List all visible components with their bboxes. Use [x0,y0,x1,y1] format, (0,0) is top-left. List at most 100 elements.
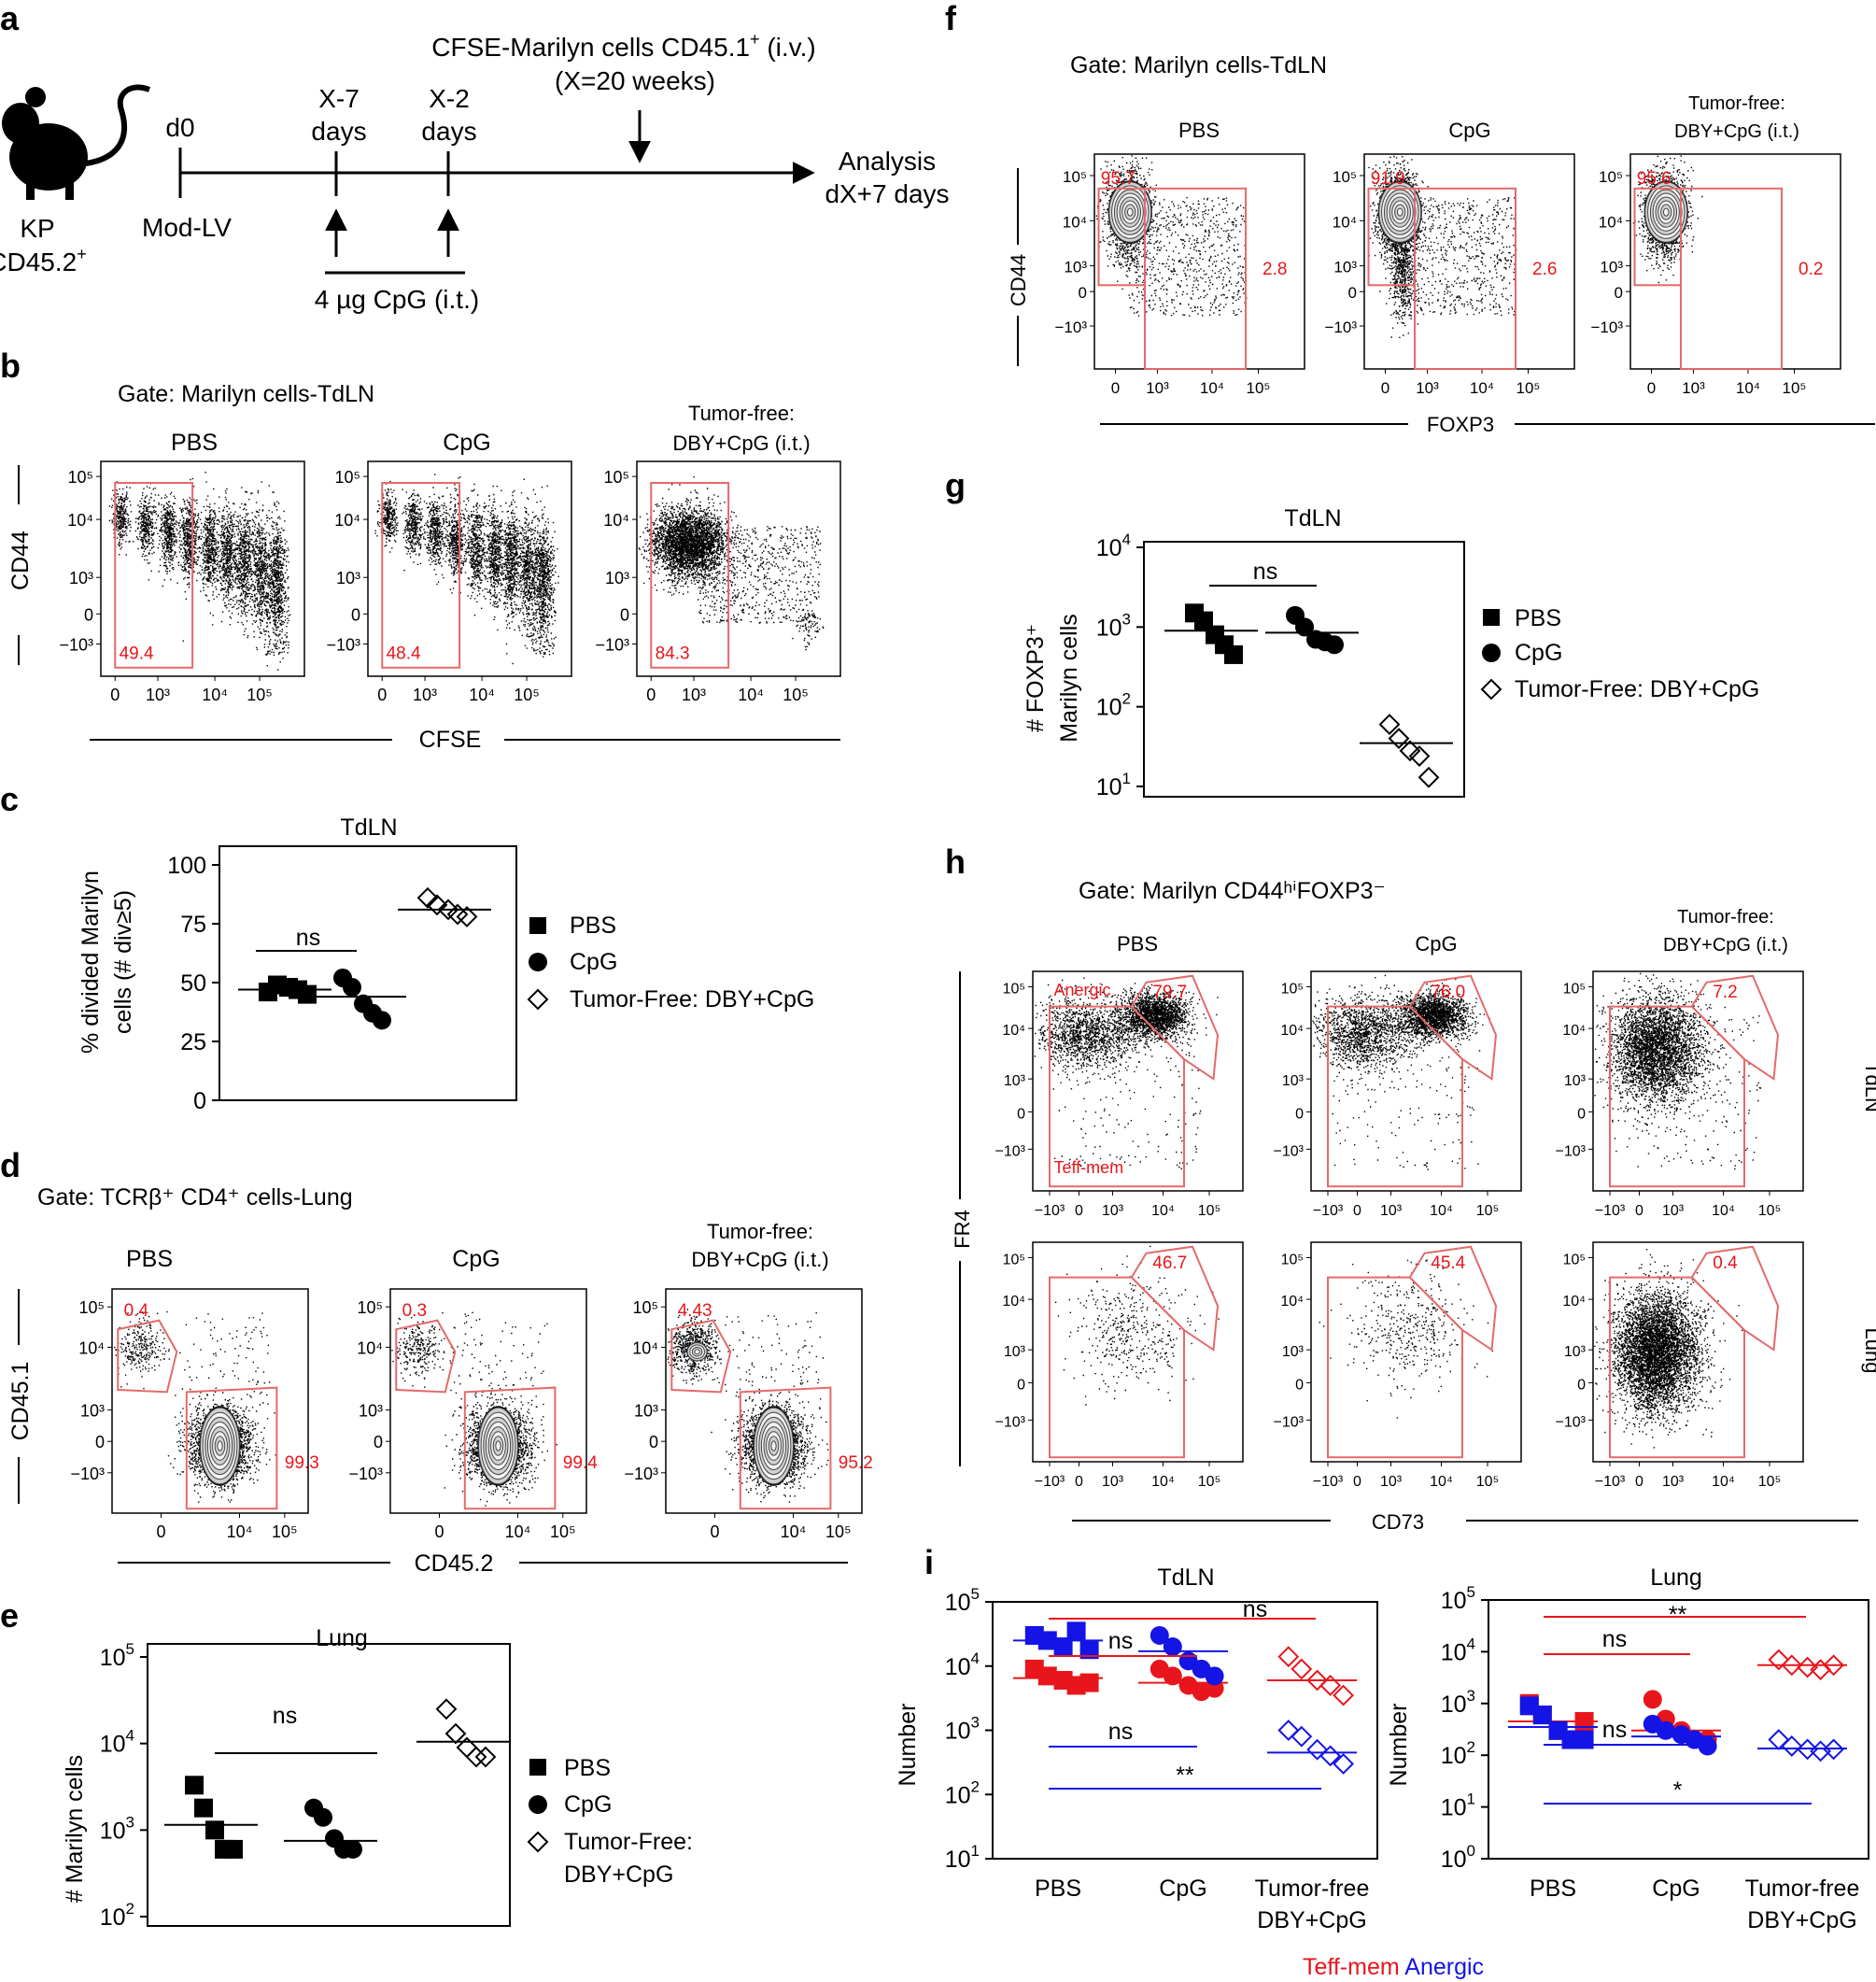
y-tick-exponent: 3 [1122,610,1131,628]
x-category-label: DBY+CpG [1257,1907,1366,1933]
x-tick-label: 10⁴ [1712,1203,1735,1219]
c-ylabel-line1: % divided Marilyn [78,871,104,1054]
panel-d-flow: Gate: TCRβ⁺ CD4⁺ cells-Lung PBS CpG Tumo… [7,1184,873,1577]
x-tick-label: 10³ [1102,1203,1124,1219]
plot-frame [1310,1241,1522,1463]
y-tick-label: 10⁵ [1599,168,1623,186]
data-point [344,1839,362,1859]
f-group-tf-line2: DBY+CpG (i.t.) [1674,121,1799,142]
b-ylabel: CD44 [7,531,34,590]
i-chart-tdln: 101 102 103 104 105 ns ns ns ** PBS CpG Tumor-free D… [945,1585,1378,1933]
x2-label-line2: days [421,117,476,146]
y-tick-label: 103 [100,1813,134,1844]
legend-square-icon [1483,609,1500,626]
h-group-cpg: CpG [1415,932,1457,956]
gate-percent-anergic: 79.7 [1152,983,1187,1002]
y-tick-label: −10³ [59,636,93,655]
data-point [1277,1720,1300,1741]
gate-percent-lower: 95.2 [839,1453,873,1473]
y-tick-label: 10⁴ [67,511,93,530]
gate-percent-lower: 99.4 [563,1453,598,1473]
x-tick-label: 10⁵ [1247,379,1271,397]
gate-cd45-2 [463,1386,557,1510]
data-point [1291,1658,1313,1680]
x7-label-line2: days [311,117,366,146]
panel-g-chart: TdLN # FOXP3⁺ Marilyn cells 101 102 103 104… [1023,505,1759,800]
c-legend-cpg: CpG [570,949,617,975]
x-tick-label: 0 [1635,1474,1643,1490]
x-tick-label: 10³ [1380,1203,1403,1219]
y-tick-label: 10³ [634,1402,658,1421]
gate-teff-mem [1327,1276,1463,1459]
gate-anergic [1408,974,1498,1081]
analysis-label-line1: Analysis [839,147,936,176]
y-tick-label: −10³ [1274,1143,1305,1159]
y-tick-label: 10³ [69,569,93,588]
f-gate-title: Gate: Marilyn cells-TdLN [1070,52,1327,78]
gate-percent-right: 2.6 [1532,260,1557,279]
foxp3-plot-2: 10⁵ 10⁴ 10³ 0 −10³ 0 10³ 10⁴ 10⁵ 95.6 0.2 [1591,153,1841,397]
event-dots [1379,183,1424,338]
x-tick-label: 10⁴ [1151,1203,1175,1219]
i-ylabel-tdln: Number [895,1704,921,1787]
contour-ring [1662,207,1670,217]
plot-frame [1032,1241,1244,1463]
data-point [416,886,439,909]
x-tick-label: −10³ [1313,1474,1344,1490]
data-point [474,1746,497,1768]
y-tick-label: −10³ [348,1465,383,1483]
data-point [1291,1725,1313,1748]
y-tick-label: 10⁴ [78,1338,105,1357]
panel-h-flow: Gate: Marilyn CD44ʰⁱFOXP3⁻ PBS CpG Tumor… [951,878,1876,1534]
x-tick-label: 0 [434,1522,444,1541]
y-tick-label: −10³ [1055,319,1088,336]
x2-label-line1: X-2 [429,84,470,113]
c-title: TdLN [340,814,397,841]
y-tick-exponent: 1 [971,1842,980,1860]
y-tick-label: 104 [100,1727,134,1758]
h-row-lung: Lung [1861,1328,1876,1374]
x-tick-label: 0 [1111,379,1120,397]
x-tick-label: 10³ [1380,1474,1403,1490]
data-point [1378,714,1401,736]
y-tick-label: 10⁴ [1280,1023,1304,1039]
x-tick-label: 10⁵ [1758,1474,1781,1490]
panel-label-h: h [945,842,966,881]
gate-undivided [114,482,194,669]
legend-diamond-icon [527,1831,549,1853]
y-tick-label: 0 [1017,1377,1025,1393]
data-point [1797,1656,1819,1678]
y-tick-label: −10³ [1591,319,1624,336]
y-tick-label: 0 [1295,1106,1304,1122]
gate-cd45-1 [395,1319,457,1394]
i-title-lung: Lung [1650,1564,1702,1591]
gate-anergic [1690,974,1780,1081]
panel-f-flow: Gate: Marilyn cells-TdLN PBS CpG Tumor-f… [1007,52,1875,436]
data-point [1319,1675,1342,1696]
y-tick-label: 0 [84,605,93,624]
plot-frame [111,1288,309,1514]
mod-lv-label: Mod-LV [142,213,232,242]
x-tick-label: 10⁵ [1476,1203,1499,1219]
plot-frame [636,460,841,677]
h-group-pbs: PBS [1117,932,1158,956]
legend-teff-mem: Teff-mem [1303,1954,1400,1980]
d-group-pbs: PBS [126,1246,173,1272]
event-dots [1053,1015,1202,1169]
g-legend-cpg: CpG [1515,640,1562,666]
event-dots [1319,1259,1497,1419]
y-tick-label: 10³ [80,1402,105,1421]
i-title-tdln: TdLN [1157,1564,1214,1591]
data-point [1053,1637,1073,1657]
h-xlabel: CD73 [1372,1510,1424,1534]
x-tick-label: 0 [156,1522,165,1541]
data-point [1781,1735,1803,1757]
y-tick-label: 10³ [1004,1344,1026,1360]
x-tick-label: 10⁴ [781,1522,807,1541]
x-category-label: DBY+CpG [1747,1907,1856,1933]
gate-percent-right: 0.2 [1798,260,1823,279]
y-tick-label: 0 [351,605,360,624]
y-tick-label: 0 [374,1433,383,1451]
gate-percent-anergic: 46.7 [1152,1253,1187,1273]
g-legend-tf: Tumor-Free: DBY+CpG [1515,676,1759,702]
